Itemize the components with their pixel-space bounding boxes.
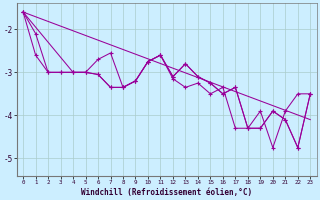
X-axis label: Windchill (Refroidissement éolien,°C): Windchill (Refroidissement éolien,°C) [81, 188, 252, 197]
